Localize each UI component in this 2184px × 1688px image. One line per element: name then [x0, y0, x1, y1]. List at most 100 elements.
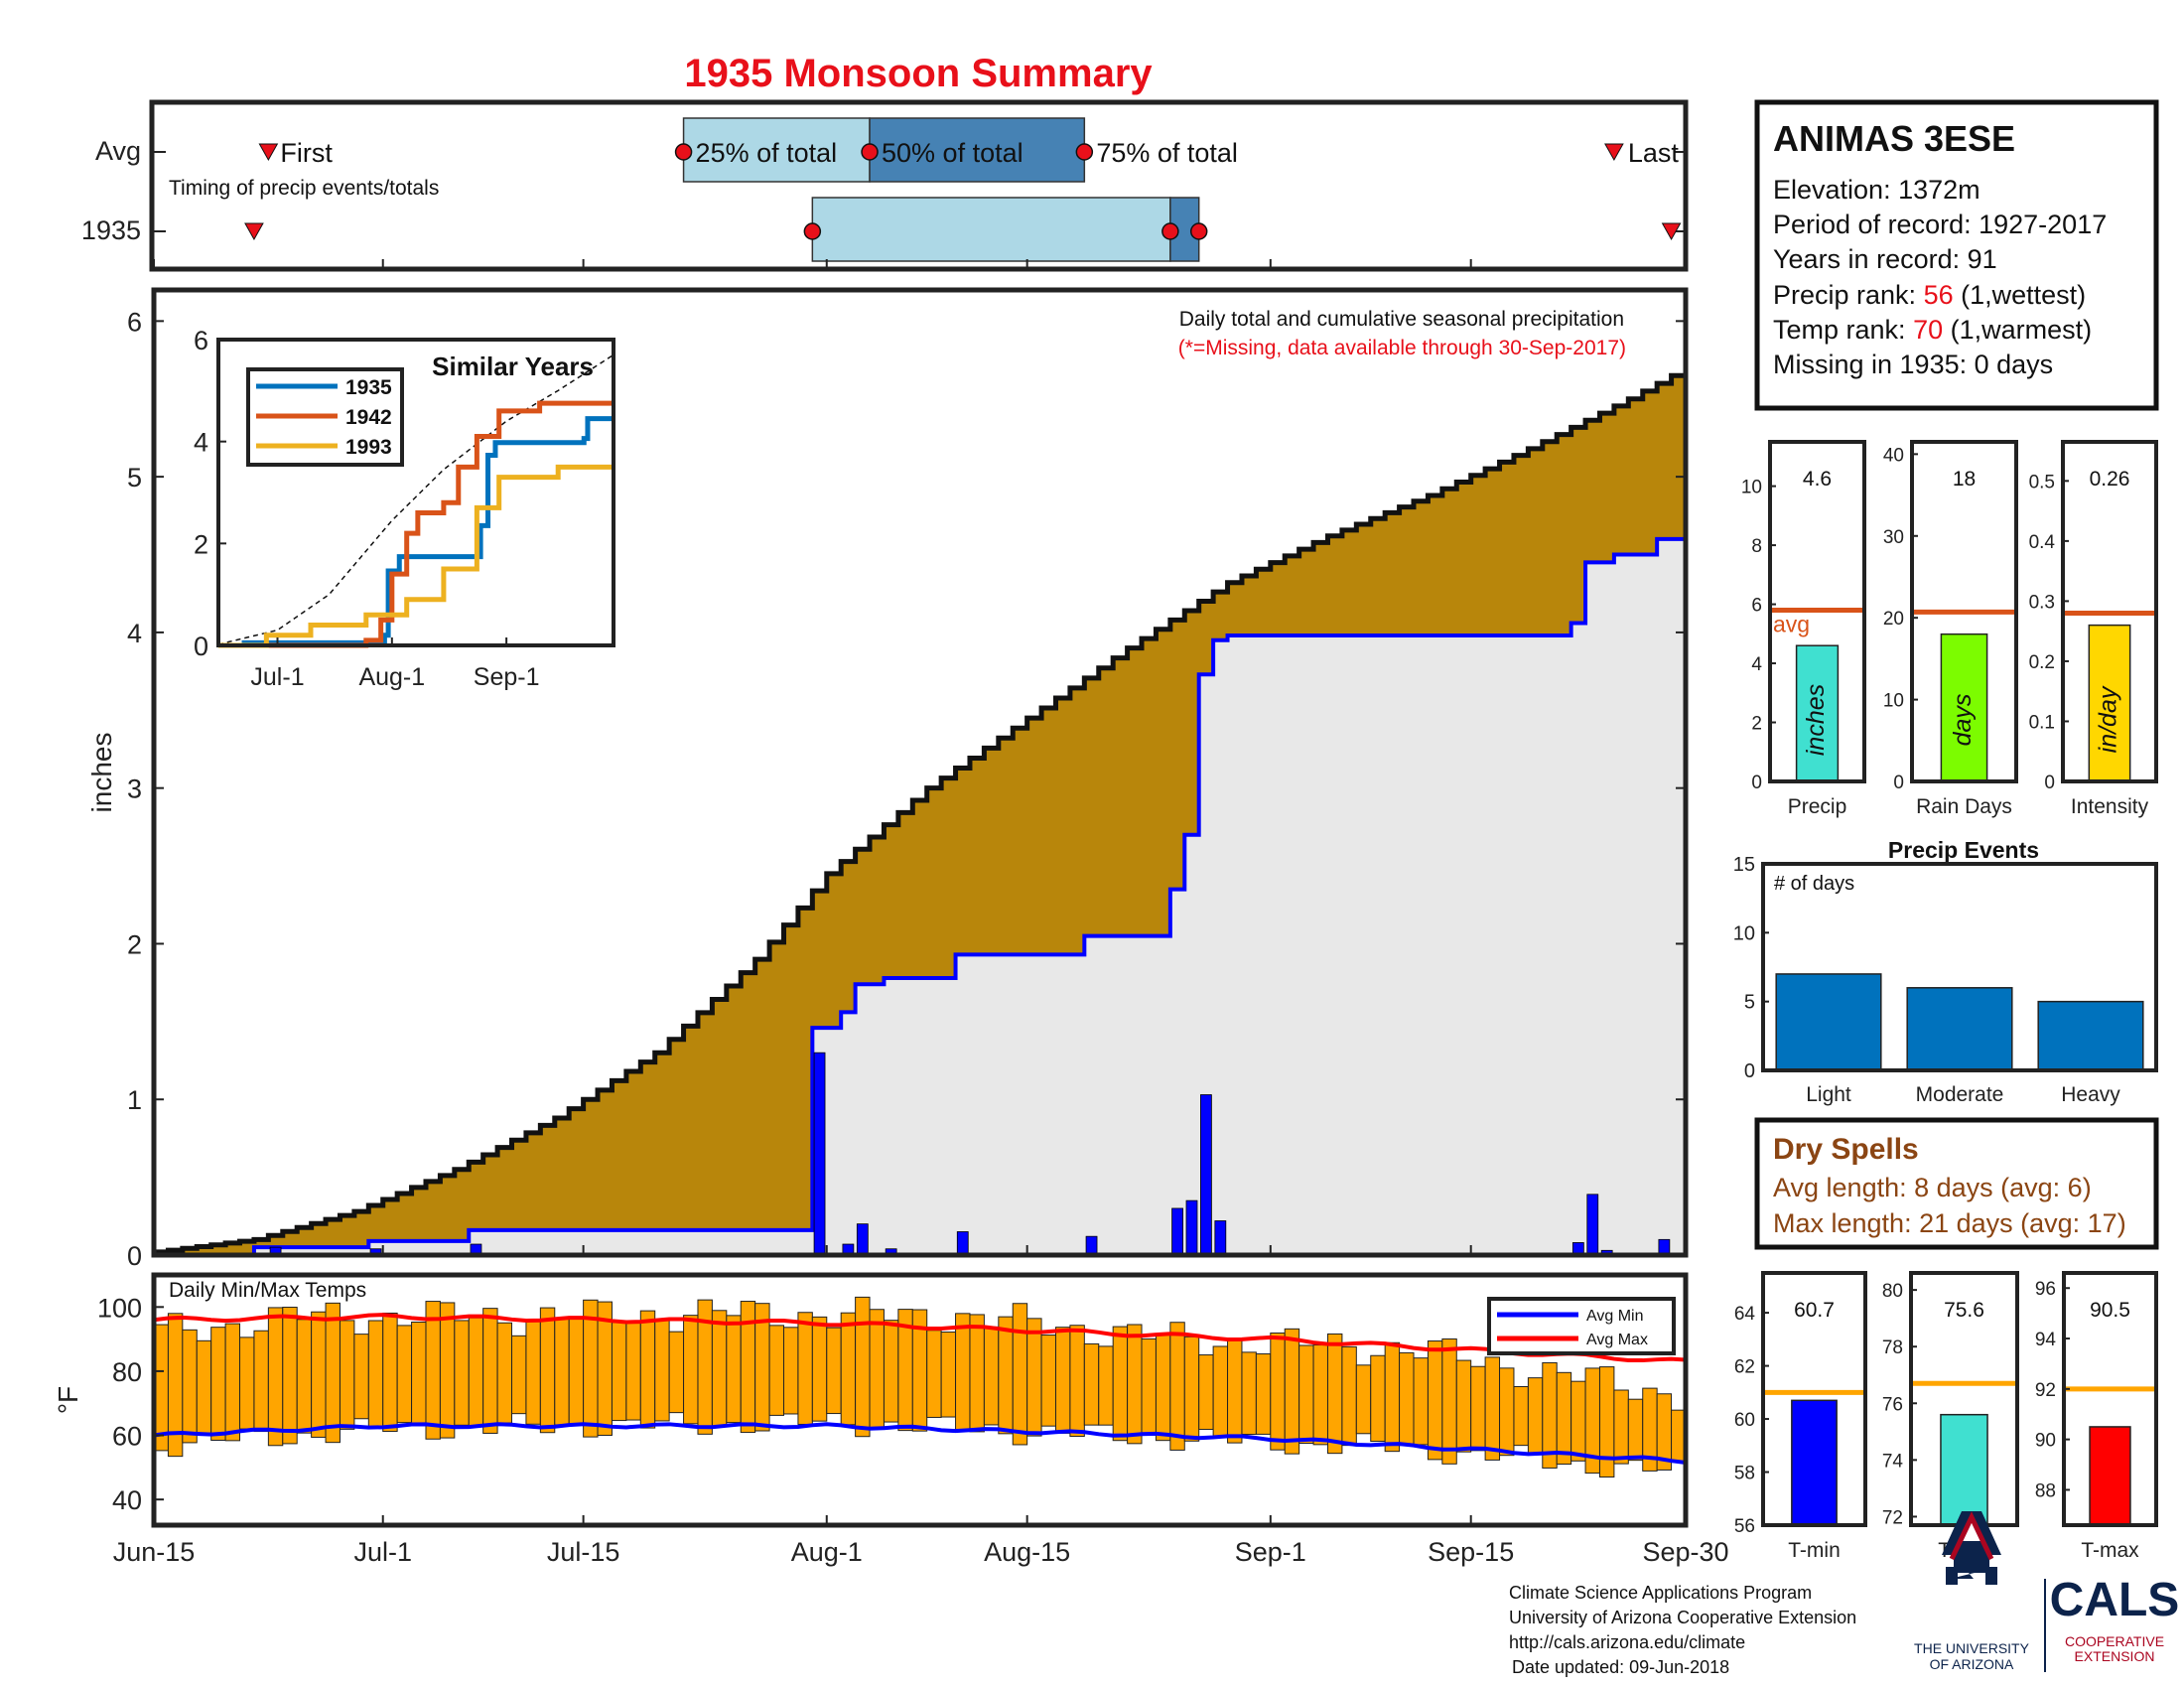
- daily-temp-bar: [654, 1320, 670, 1422]
- daily-temp-bar: [1298, 1344, 1314, 1445]
- summary-y-tick-label: 56: [1734, 1516, 1755, 1537]
- daily-temp-bar: [339, 1320, 355, 1430]
- legend-1993: 1993: [345, 436, 392, 459]
- daily-temp-bar: [811, 1316, 828, 1422]
- 1935-q25-marker: [803, 222, 822, 240]
- daily-temp-bar: [998, 1316, 1014, 1435]
- similar-years-title: Similar Years: [432, 352, 594, 381]
- summary-value-t-min: 60.7: [1794, 1299, 1835, 1322]
- daily-temp-bar: [1384, 1341, 1401, 1453]
- station-missing: Missing in 1935: 0 days: [1773, 350, 2053, 379]
- daily-temp-bar: [1427, 1340, 1443, 1461]
- temps-legend: Avg Min Avg Max: [1487, 1297, 1676, 1355]
- daily-temp-bar: [1227, 1337, 1243, 1444]
- daily-temp-bar: [1155, 1333, 1171, 1442]
- daily-temp-bar: [1312, 1344, 1328, 1446]
- daily-precip-bar: [856, 1223, 869, 1256]
- 1935-q50-marker: [1161, 222, 1179, 240]
- daily-temp-bar: [683, 1315, 699, 1425]
- daily-temp-bar: [1413, 1357, 1429, 1446]
- daily-temp-bar: [1399, 1351, 1415, 1447]
- daily-temp-bar: [1241, 1351, 1257, 1436]
- x-tick-label: Sep-1: [1235, 1537, 1306, 1567]
- summary-bar-charts: 4.6 0 2 4 6 8 10 Precip inches avg 18 0 10 20 30 40 Rain…: [1734, 440, 2158, 1562]
- summary-y-tick-label: 30: [1883, 527, 1904, 548]
- x-tick-label: Aug-15: [984, 1537, 1070, 1567]
- timing-label-q75: 75% of total: [1096, 138, 1238, 168]
- summary-y-tick-label: 80: [1882, 1281, 1903, 1302]
- cals-logo: CALS COOPERATIVE EXTENSION: [2050, 1574, 2180, 1664]
- daily-precip-bar: [1200, 1094, 1212, 1256]
- summary-value-t-avg: 75.6: [1944, 1299, 1984, 1322]
- legend-avg-max: Avg Max: [1586, 1332, 1648, 1348]
- date-axis: Jun-15 Jul-1 Jul-15 Aug-1 Aug-15 Sep-1 Sep-15 S…: [113, 259, 1729, 1567]
- daily-temp-bar: [1598, 1366, 1615, 1478]
- precip-events-bar-moderate: [1906, 987, 2013, 1071]
- avg-q25-q50-box: [682, 117, 871, 183]
- daily-precip-bar: [1586, 1194, 1599, 1256]
- daily-temp-bar: [311, 1311, 327, 1438]
- summary-y-tick-label: 20: [1883, 609, 1904, 630]
- summary-bar-t-max: [2089, 1426, 2131, 1526]
- daily-precip-bar: [1171, 1207, 1183, 1256]
- precip-y-tick-label: 4: [127, 619, 142, 648]
- summary-y-tick-label: 74: [1882, 1451, 1904, 1472]
- daily-temp-bar: [1326, 1333, 1343, 1455]
- 1935-q75-marker: [1189, 222, 1208, 240]
- summary-y-tick-label: 0.3: [2029, 592, 2055, 613]
- daily-temp-bar: [1470, 1365, 1486, 1452]
- daily-temp-bar: [411, 1322, 427, 1426]
- station-years: Years in record: 91: [1773, 244, 1997, 274]
- daily-temp-bar: [726, 1315, 742, 1424]
- daily-temp-bar: [196, 1339, 212, 1434]
- daily-temp-bar: [1127, 1324, 1143, 1445]
- summary-value-intensity: 0.26: [2090, 468, 2130, 491]
- daily-temp-bar: [1098, 1345, 1114, 1426]
- summary-y-tick-label: 0.1: [2029, 712, 2055, 733]
- inset-x-tick-label: Sep-1: [474, 663, 540, 691]
- footer-credits: Climate Science Applications Program Uni…: [1509, 1583, 1856, 1677]
- daily-temp-bar: [1054, 1327, 1071, 1434]
- summary-y-tick-label: 0: [1893, 773, 1904, 793]
- precip-events-bar-heavy: [2037, 1000, 2144, 1071]
- precip-events-category: Light: [1806, 1083, 1851, 1106]
- daily-temp-bar: [840, 1312, 857, 1426]
- daily-temp-bar: [296, 1319, 313, 1434]
- station-elevation: Elevation: 1372m: [1773, 175, 1980, 205]
- summary-y-tick-label: 62: [1734, 1357, 1755, 1378]
- summary-unit-rain-days: days: [1949, 694, 1977, 747]
- summary-y-tick-label: 4: [1751, 654, 1762, 675]
- precip-y-tick-label: 0: [127, 1241, 142, 1271]
- daily-temp-bar: [1613, 1389, 1629, 1465]
- summary-y-tick-label: 0.2: [2029, 652, 2055, 673]
- avg-max-line: [153, 1313, 1687, 1363]
- ua-line-1: THE UNIVERSITY: [1914, 1640, 2030, 1656]
- summary-y-tick-label: 58: [1734, 1464, 1755, 1484]
- legend-1935: 1935: [345, 376, 392, 399]
- station-info-box: ANIMAS 3ESE Elevation: 1372m Period of r…: [1754, 99, 2159, 411]
- daily-temp-bar: [267, 1307, 284, 1447]
- precip-events-category: Heavy: [2061, 1083, 2120, 1106]
- daily-temp-bar: [1040, 1335, 1056, 1427]
- avg-min-line: [153, 1422, 1687, 1465]
- daily-temp-bar: [1513, 1385, 1529, 1447]
- summary-chart-t-max: 90.5 88 90 92 94 96 T-max: [2035, 1271, 2158, 1562]
- similar-years-inset: 0 2 4 6 Jul-1 Aug-1 Sep-1 Similar Years 1935 1…: [194, 326, 615, 691]
- inset-x-tick-label: Aug-1: [358, 663, 425, 691]
- avg-first-marker: [258, 143, 279, 162]
- x-tick-label: Aug-1: [791, 1537, 863, 1567]
- daily-temp-bar: [639, 1310, 656, 1429]
- precip-marks: [154, 372, 1686, 1257]
- summary-y-tick-label: 0: [2044, 773, 2055, 793]
- summary-bar-precip-total: [1795, 644, 1840, 782]
- inset-y-tick-label: 2: [194, 529, 208, 559]
- summary-category-rain-days: Rain Days: [1916, 795, 2012, 818]
- summary-bar-intensity: [2088, 624, 2131, 782]
- inset-x-tick-label: Jul-1: [250, 663, 304, 691]
- summary-y-tick-label: 64: [1734, 1304, 1756, 1325]
- station-temp-rank: Temp rank: 70 (1,warmest): [1773, 315, 2092, 345]
- daily-temp-bar: [826, 1327, 842, 1415]
- inset-y-tick-label: 6: [194, 326, 208, 355]
- events-y-tick-label: 15: [1733, 854, 1755, 876]
